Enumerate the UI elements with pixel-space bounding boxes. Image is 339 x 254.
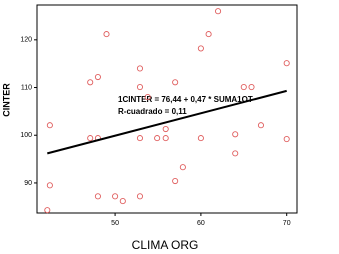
point bbox=[136, 135, 144, 142]
point bbox=[94, 193, 101, 200]
point bbox=[87, 135, 94, 142]
point bbox=[232, 131, 239, 138]
x-tick-label: 50 bbox=[111, 220, 119, 227]
annotation: 1CINTER = 76,44 + 0,47 * SUMA1OT bbox=[118, 95, 253, 104]
point bbox=[240, 84, 247, 91]
y-tick-label: 90 bbox=[24, 180, 32, 187]
y-axis-label: CINTER bbox=[1, 83, 11, 117]
point bbox=[136, 65, 144, 72]
point bbox=[87, 79, 94, 86]
point bbox=[154, 135, 161, 142]
point bbox=[136, 193, 144, 200]
point bbox=[144, 94, 151, 101]
point bbox=[205, 31, 212, 38]
x-tick-label: 70 bbox=[283, 220, 291, 227]
point bbox=[119, 198, 126, 205]
point bbox=[162, 135, 169, 142]
point bbox=[257, 122, 265, 129]
point bbox=[283, 60, 290, 67]
point bbox=[172, 79, 179, 86]
point bbox=[46, 182, 53, 189]
point bbox=[248, 84, 255, 91]
fit-line bbox=[47, 89, 287, 155]
y-tick-label: 120 bbox=[20, 37, 32, 44]
point bbox=[215, 8, 222, 15]
point bbox=[44, 207, 51, 214]
y-tick-label: 110 bbox=[21, 84, 32, 91]
point bbox=[283, 136, 290, 143]
point bbox=[112, 193, 119, 200]
point bbox=[94, 73, 101, 81]
point bbox=[197, 135, 204, 142]
point bbox=[136, 84, 144, 91]
point bbox=[172, 177, 179, 185]
annotation: R-cuadrado = 0,11 bbox=[118, 107, 187, 116]
x-tick-label: 60 bbox=[197, 220, 205, 227]
point bbox=[179, 164, 186, 171]
plot-frame bbox=[36, 4, 298, 214]
point bbox=[232, 150, 239, 157]
point bbox=[46, 122, 53, 129]
point bbox=[197, 45, 204, 52]
y-tick-label: 100 bbox=[20, 132, 32, 139]
point bbox=[162, 125, 169, 133]
point bbox=[103, 31, 110, 38]
x-axis-label: CLIMA ORG bbox=[132, 238, 199, 252]
